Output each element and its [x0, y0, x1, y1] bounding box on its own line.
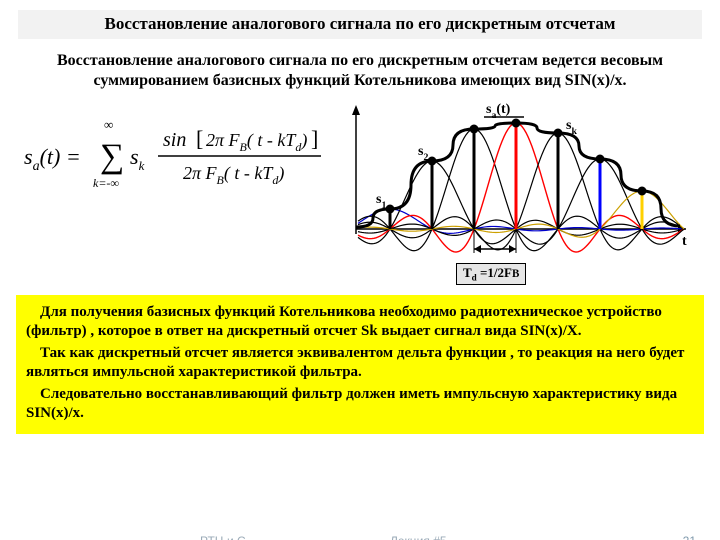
- figure-row: sa(t) = ∑ ∞ k=-∞ sk sin [ 2π FB( t - kTd…: [18, 99, 702, 285]
- slide: Восстановление аналогового сигнала по ег…: [0, 0, 720, 540]
- footer-page: 21: [683, 534, 696, 540]
- svg-text:sa(t): sa(t): [486, 102, 511, 121]
- note-p1: Для получения базисных функций Котельник…: [26, 303, 694, 342]
- svg-text:∞: ∞: [104, 117, 113, 132]
- note-p2: Так как дискретный отсчет является эквив…: [26, 344, 694, 383]
- svg-text:k=-∞: k=-∞: [93, 176, 119, 190]
- svg-text:s1: s1: [376, 192, 386, 211]
- svg-text:sa(t) =: sa(t) =: [24, 144, 81, 174]
- slide-title: Восстановление аналогового сигнала по ег…: [18, 10, 702, 39]
- lead-paragraph: Восстановление аналогового сигнала по ег…: [24, 51, 696, 91]
- formula: sa(t) = ∑ ∞ k=-∞ sk sin [ 2π FB( t - kTd…: [18, 99, 328, 214]
- footer-left: РТЦ и С: [200, 534, 246, 540]
- note-p3: Следовательно восстанавливающий фильтр д…: [26, 385, 694, 424]
- svg-text:2π FB( t - kTd): 2π FB( t - kTd): [183, 163, 284, 187]
- svg-text:sk: sk: [130, 144, 145, 173]
- svg-text:2π FB( t - kTd): 2π FB( t - kTd): [206, 130, 307, 154]
- td-label-box: Td =1/2FB: [456, 263, 526, 285]
- svg-text:]: ]: [311, 126, 318, 151]
- svg-text:s2: s2: [418, 144, 428, 163]
- svg-text:t: t: [682, 234, 687, 249]
- reconstruction-chart: s1s2sa(t)skt Td =1/2FB: [336, 99, 696, 285]
- svg-text:sin: sin: [163, 129, 186, 151]
- svg-text:∑: ∑: [100, 138, 124, 175]
- highlight-note: Для получения базисных функций Котельник…: [16, 295, 704, 434]
- svg-text:[: [: [196, 126, 203, 151]
- footer-mid: Лекция #5: [390, 534, 447, 540]
